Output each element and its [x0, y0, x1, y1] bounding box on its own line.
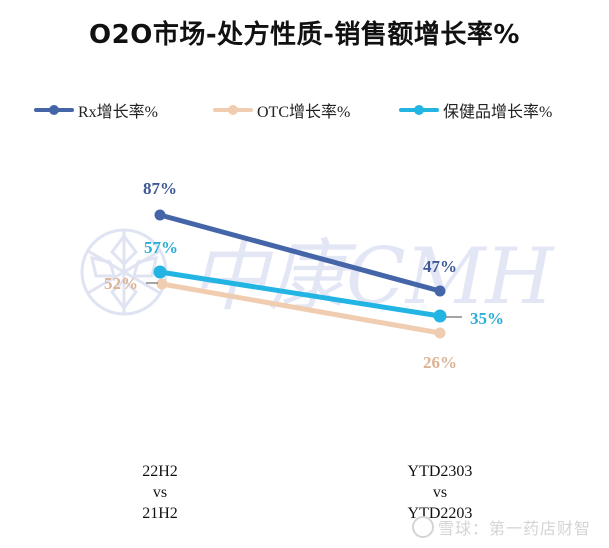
- flower-logo-watermark-icon: [80, 228, 168, 316]
- line-with-dot-icon: [34, 105, 74, 115]
- series-line-health: [157, 269, 443, 319]
- data-point-otc-1: [156, 278, 168, 290]
- data-point-otc-2: [434, 327, 446, 339]
- line-with-dot-icon: [399, 105, 439, 115]
- x-label-line: 22H2: [142, 463, 178, 480]
- chart-title: O2O市场-处方性质-销售额增长率%: [89, 20, 520, 50]
- legend-label-health: 保健品增长率%: [443, 104, 553, 121]
- series-line-otc: [159, 281, 443, 336]
- data-point-rx-1: [154, 209, 166, 221]
- line-with-dot-icon: [213, 105, 253, 115]
- x-label-line: 21H2: [142, 505, 178, 522]
- x-label-line: vs: [152, 484, 168, 501]
- data-label-otc-2: 26%: [423, 353, 457, 372]
- legend-label-rx: Rx增长率%: [78, 104, 159, 121]
- source-watermark: 雪球：第一药店财智: [412, 515, 591, 539]
- x-label-line: vs: [432, 484, 448, 501]
- series-line-rx: [157, 212, 443, 294]
- snowball-logo-icon: [412, 516, 434, 538]
- source-watermark-text: 雪球：第一药店财智: [438, 519, 592, 538]
- legend: Rx增长率% OTC增长率% 保健品增长率%: [0, 98, 609, 122]
- data-point-health-2: [433, 309, 447, 323]
- legend-item-rx: Rx增长率%: [34, 98, 158, 122]
- x-label-line: YTD2303: [407, 463, 473, 480]
- data-label-rx-1: 87%: [143, 179, 177, 198]
- data-point-rx-2: [434, 285, 446, 297]
- legend-item-otc: OTC增长率%: [213, 98, 350, 122]
- legend-label-otc: OTC增长率%: [257, 104, 351, 121]
- legend-item-health: 保健品增长率%: [399, 98, 552, 122]
- data-label-health-1: 57%: [144, 238, 178, 257]
- data-point-health-1: [153, 265, 167, 279]
- data-label-otc-1: 52%: [104, 274, 138, 293]
- data-label-health-2: 35%: [470, 309, 504, 328]
- data-label-rx-2: 47%: [423, 257, 457, 276]
- x-axis-label-1: 22H2 vs 21H2: [100, 461, 220, 524]
